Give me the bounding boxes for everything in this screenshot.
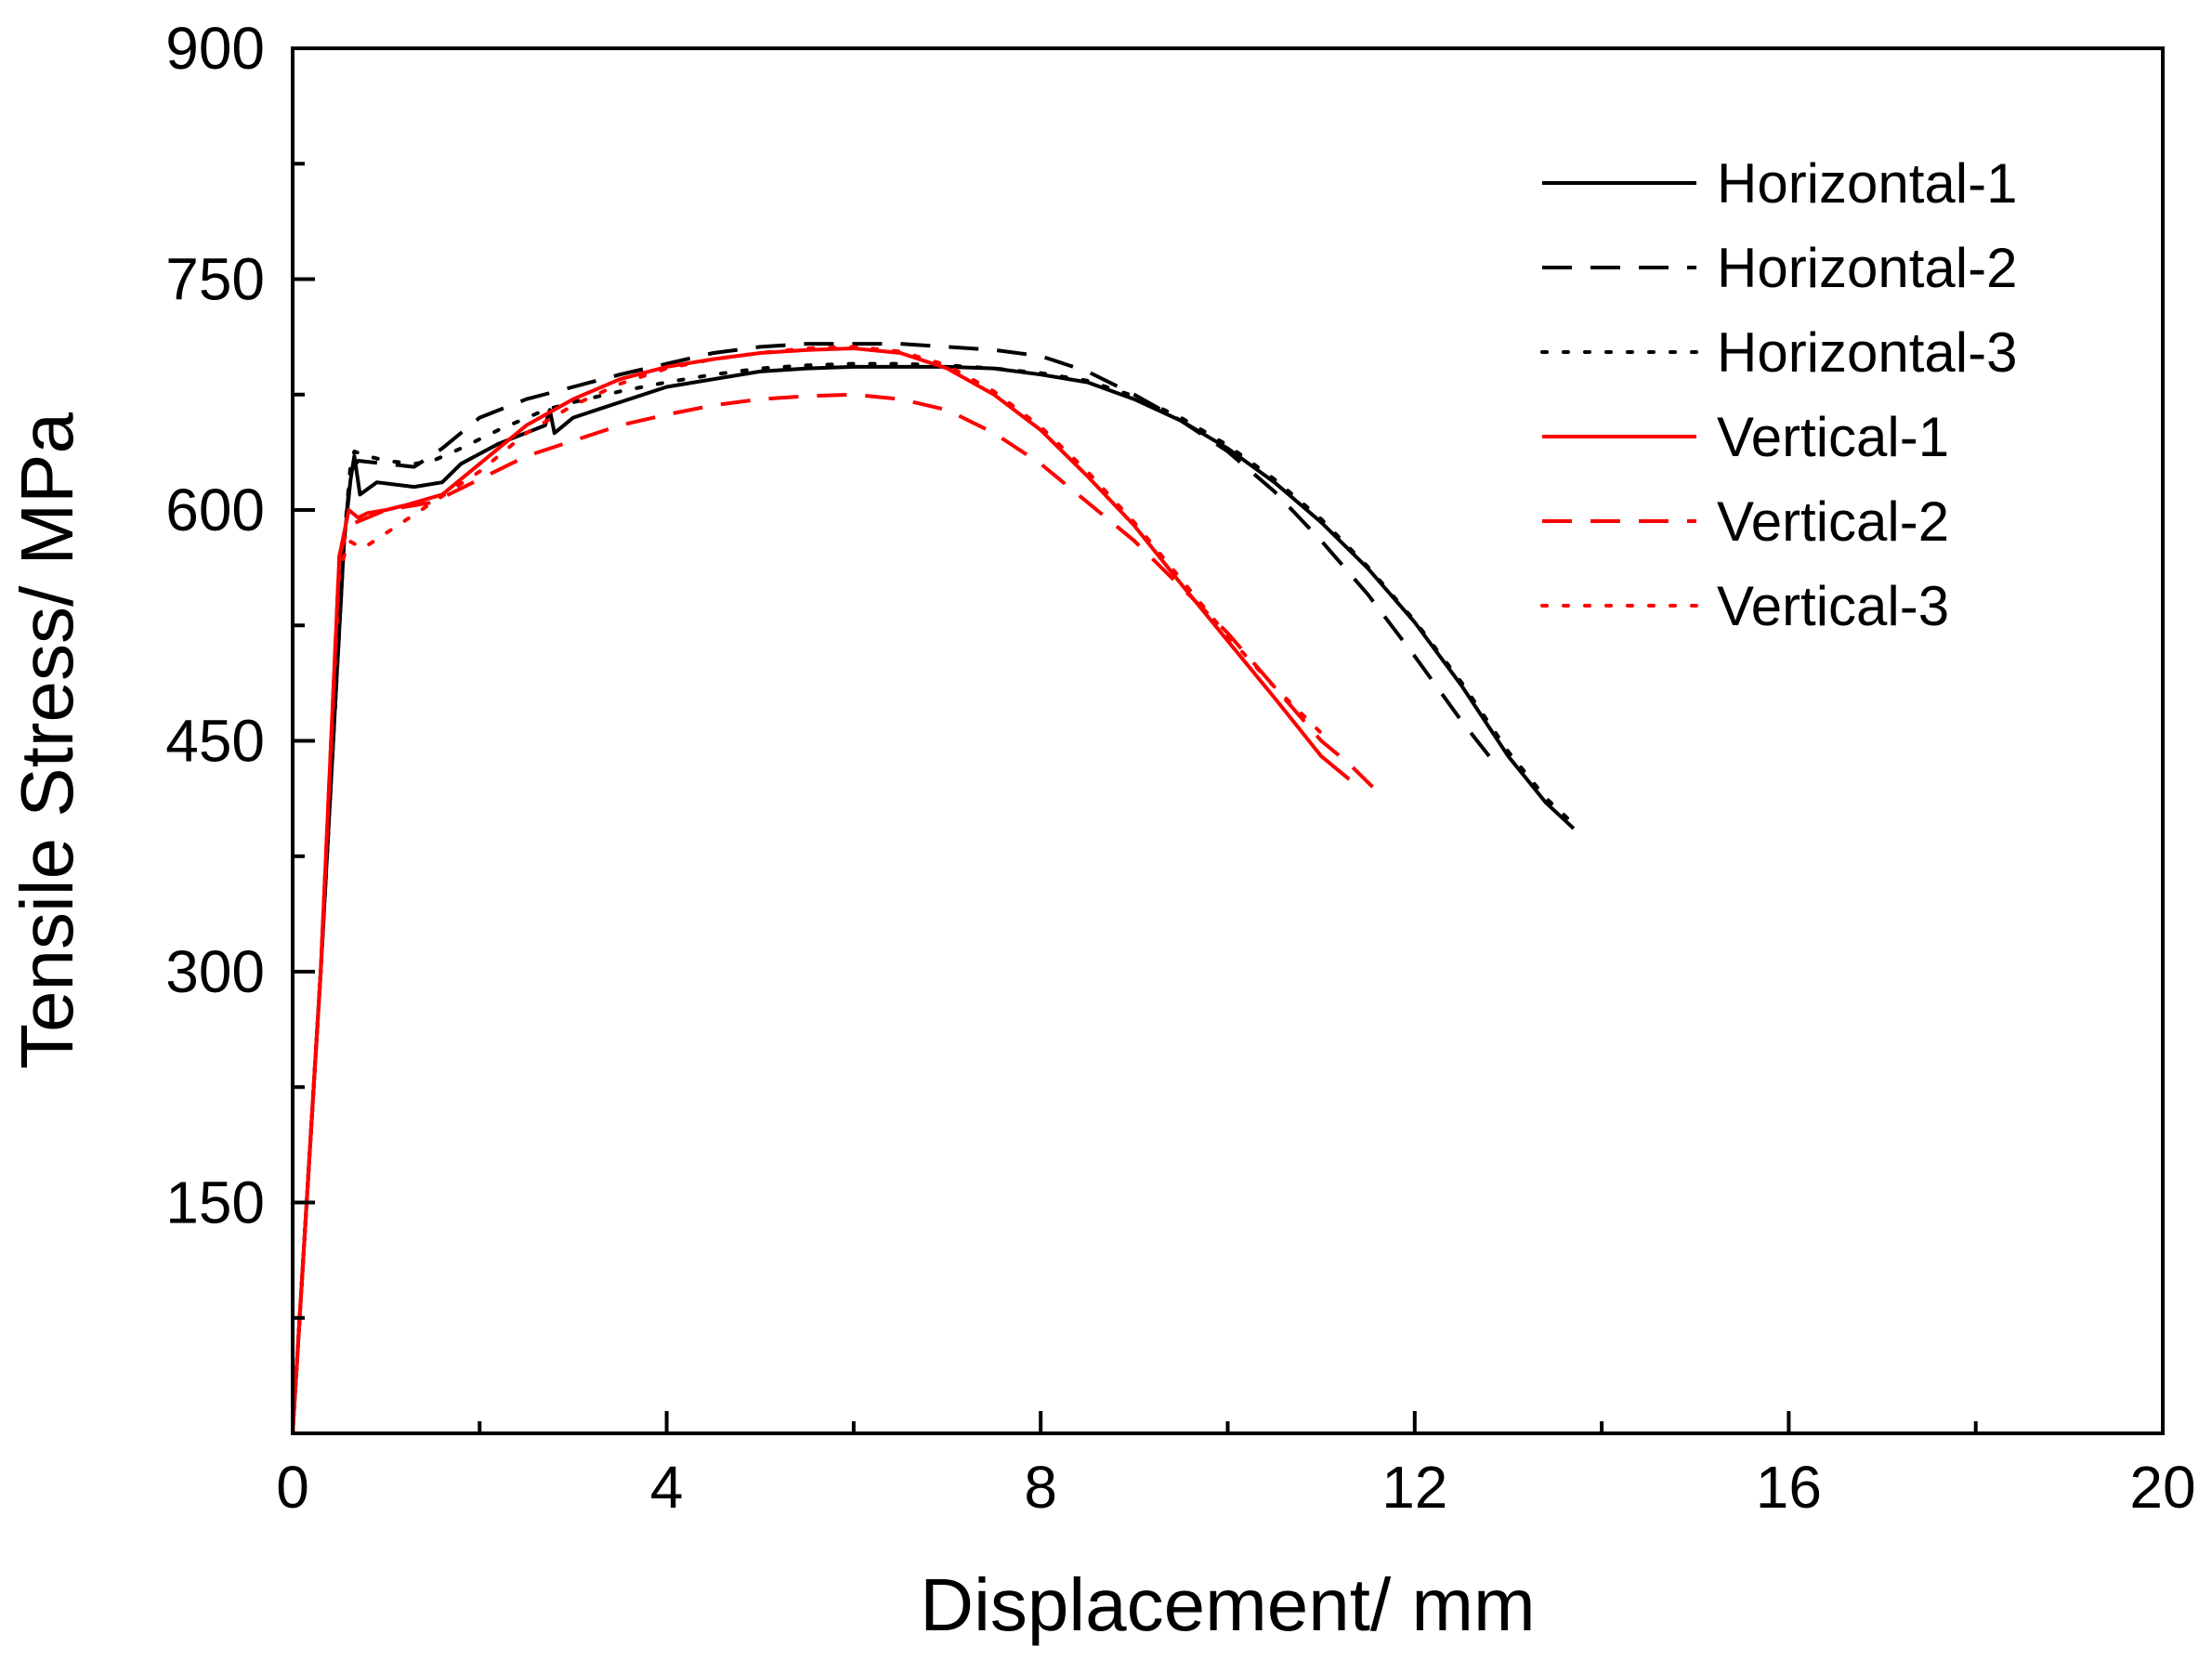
y-tick-label: 750: [165, 246, 265, 313]
legend-label-vertical-3: Vertical-3: [1717, 575, 1949, 637]
y-tick-label: 600: [165, 477, 265, 543]
x-tick-label: 4: [650, 1454, 684, 1521]
y-tick-label: 900: [165, 15, 265, 82]
x-axis-title: Displacement/ mm: [920, 1563, 1535, 1646]
series-line-horizontal-2: [291, 342, 1500, 1434]
series-line-vertical-1: [291, 346, 1351, 1434]
series-line-horizontal-1: [291, 364, 1576, 1434]
y-axis-title: Tensile Stress/ MPa: [6, 412, 88, 1069]
legend-label-vertical-1: Vertical-1: [1717, 406, 1949, 468]
x-tick-label: 16: [1756, 1454, 1822, 1521]
x-tick-label: 8: [1024, 1454, 1057, 1521]
series-line-vertical-2: [291, 392, 1374, 1434]
x-tick-label: 0: [276, 1454, 309, 1521]
y-tick-label: 150: [165, 1170, 265, 1236]
legend-label-horizontal-1: Horizontal-1: [1717, 152, 2017, 215]
y-tick-label: 300: [165, 938, 265, 1005]
legend-label-vertical-2: Vertical-2: [1717, 490, 1949, 553]
x-tick-label: 12: [1381, 1454, 1447, 1521]
legend-label-horizontal-2: Horizontal-2: [1717, 237, 2017, 299]
legend-label-horizontal-3: Horizontal-3: [1717, 321, 2017, 384]
ticks-layer: 0 4 8 12 16 20 150 300 450 600 750 900: [165, 15, 2195, 1521]
legend: Horizontal-1 Horizontal-2 Horizontal-3 Vert…: [1540, 152, 2017, 637]
series-line-horizontal-3: [291, 361, 1576, 1435]
y-tick-label: 450: [165, 708, 265, 775]
series-layer: [291, 342, 1576, 1435]
x-tick-label: 20: [2129, 1454, 2195, 1521]
